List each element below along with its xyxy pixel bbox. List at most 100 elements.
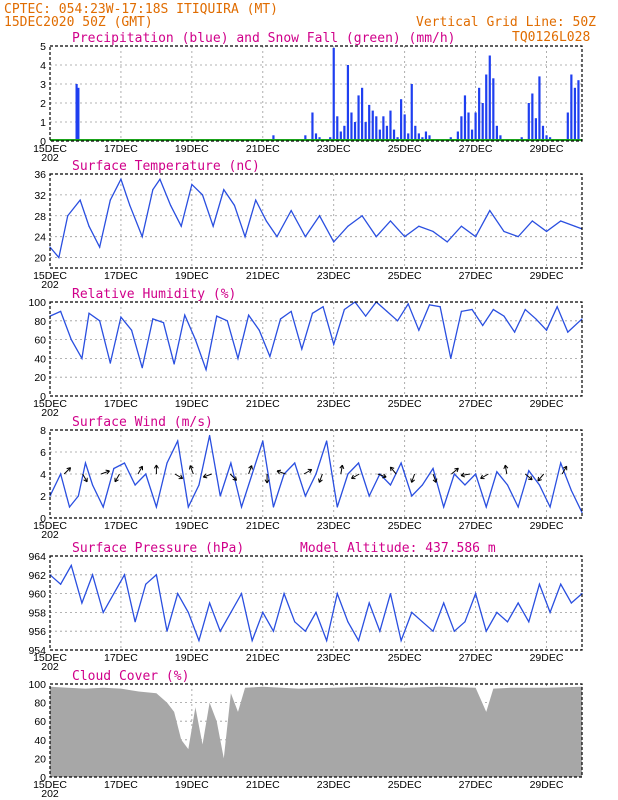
precip-bar	[538, 76, 541, 141]
wind-arrowhead-icon	[389, 466, 395, 472]
x-tick-label: 29DEC	[530, 779, 564, 791]
precip-bar	[577, 80, 580, 141]
series-line	[49, 301, 583, 373]
precip-bar	[375, 116, 378, 141]
data-point	[212, 225, 214, 227]
data-point	[418, 329, 420, 331]
y-tick-label: 2	[40, 98, 46, 110]
x-tick-label: 29DEC	[530, 143, 564, 155]
x-tick-label: 15DEC	[33, 398, 67, 410]
y-tick-label: 4	[40, 469, 46, 481]
y-tick-label: 962	[28, 570, 46, 582]
x-tick-label: 29DEC	[530, 520, 564, 532]
year-label: 202	[41, 661, 59, 673]
y-tick-label: 100	[28, 297, 46, 309]
data-point	[77, 495, 79, 497]
data-point	[404, 236, 406, 238]
data-point	[155, 506, 157, 508]
y-tick-label: 0	[40, 772, 46, 784]
data-point	[365, 315, 367, 317]
data-point	[233, 204, 236, 206]
data-point	[485, 506, 487, 508]
precip-bar	[364, 122, 367, 141]
data-point	[187, 611, 189, 614]
data-point	[155, 574, 157, 576]
wind-arrow-icon	[189, 465, 194, 475]
data-point	[290, 209, 292, 212]
y-tick-label: 20	[34, 372, 46, 384]
precip-bar	[541, 125, 545, 141]
wind-arrow-icon	[303, 469, 312, 475]
precip-bar	[332, 47, 335, 141]
data-point	[187, 506, 189, 508]
data-point	[60, 583, 62, 585]
precip-bar	[361, 87, 364, 141]
data-point	[255, 199, 257, 201]
x-tick-label: 27DEC	[459, 520, 493, 532]
data-point	[432, 230, 434, 233]
data-point	[549, 506, 551, 508]
data-point	[49, 246, 51, 248]
data-point	[205, 369, 207, 371]
data-point	[311, 312, 314, 314]
data-point	[428, 304, 431, 306]
data-point	[102, 506, 104, 508]
data-point	[574, 225, 576, 227]
x-tick-label: 15DEC	[33, 779, 67, 791]
precip-bar	[410, 84, 413, 141]
data-point	[439, 306, 441, 308]
precip-bar	[485, 74, 488, 141]
data-point	[223, 189, 225, 191]
wind-arrowhead-icon	[318, 478, 323, 483]
precip-bar	[417, 133, 420, 141]
panel-title: Surface Wind (m/s)	[72, 415, 213, 430]
year-label: 202	[41, 152, 59, 164]
panel-2: 20 24 28 32 36 Surface Temperature (nC) 15DEC 1…	[33, 159, 583, 291]
wind-arrowhead-icon	[232, 476, 238, 481]
precip-bar	[470, 129, 474, 141]
x-tick-label: 27DEC	[459, 270, 493, 282]
data-point	[79, 199, 81, 201]
x-tick-label: 29DEC	[530, 270, 564, 282]
data-point	[368, 602, 370, 604]
data-point	[226, 320, 228, 322]
data-point	[315, 473, 317, 475]
y-tick-label: 28	[34, 211, 46, 223]
precip-bar	[343, 125, 346, 141]
precip-bar	[474, 112, 477, 141]
year-label: 202	[41, 407, 59, 419]
data-point	[581, 318, 583, 320]
precip-bar	[570, 74, 573, 141]
wind-arrow-icon	[432, 473, 437, 483]
x-tick-label: 15DEC	[33, 143, 67, 155]
precip-bar	[304, 135, 307, 141]
x-tick-label: 19DEC	[175, 779, 209, 791]
station-header: CPTEC: 054:23W-17:18S ITIQUIRA (MT)	[4, 2, 278, 17]
y-tick-label: 60	[34, 716, 46, 728]
x-tick-label: 17DEC	[104, 270, 138, 282]
data-point	[453, 630, 455, 632]
run-date: 15DEC2020 50Z (GMT)	[4, 15, 153, 30]
x-tick-label: 21DEC	[246, 520, 280, 532]
data-point	[545, 230, 548, 233]
data-point	[129, 204, 131, 206]
data-point	[560, 583, 562, 585]
data-point	[400, 462, 402, 464]
data-point	[496, 471, 498, 473]
y-tick-label: 0	[40, 513, 46, 525]
data-point	[60, 310, 62, 312]
data-point	[91, 484, 94, 486]
series-line	[49, 563, 583, 643]
data-point	[304, 495, 306, 497]
wind-arrow-icon	[82, 473, 88, 483]
wind-arrow-icon	[389, 466, 397, 475]
wind-arrow-icon	[504, 465, 508, 475]
x-tick-label: 17DEC	[104, 520, 138, 532]
data-point	[120, 178, 122, 180]
precip-bar	[488, 55, 491, 141]
x-tick-label: 21DEC	[246, 398, 280, 410]
data-point	[443, 602, 445, 604]
precip-bar	[495, 125, 498, 141]
wind-arrow-icon	[229, 473, 237, 481]
y-tick-label: 36	[34, 169, 46, 181]
